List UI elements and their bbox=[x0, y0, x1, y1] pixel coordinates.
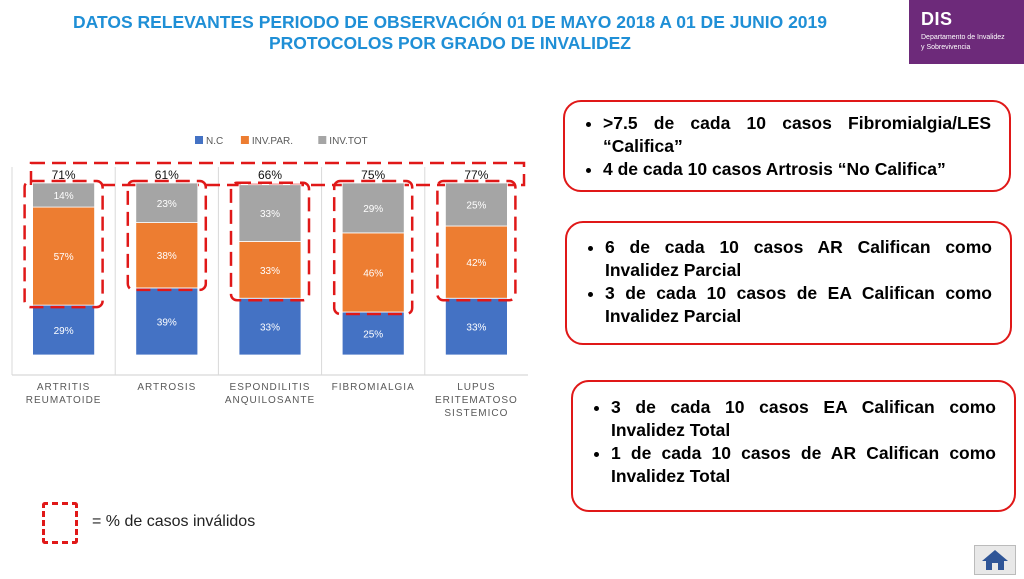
invalid-pct-0: 71% bbox=[52, 168, 76, 182]
bubble-2-item-2: 3 de cada 10 casos de EA Califican como … bbox=[605, 282, 992, 328]
insight-bubble-3: 3 de cada 10 casos EA Califican como Inv… bbox=[571, 380, 1016, 512]
category-label-3-0: FIBROMIALGIA bbox=[332, 382, 415, 393]
legend-swatch-2 bbox=[318, 136, 327, 144]
dashed-box-sample bbox=[42, 502, 78, 544]
invalid-segment-box-1 bbox=[126, 179, 208, 292]
bar-label-1-1: 38% bbox=[157, 251, 177, 262]
category-label-0-0: ARTRITIS bbox=[37, 382, 90, 393]
bar-1-3 bbox=[341, 232, 405, 313]
note-text: = % de casos inválidos bbox=[92, 513, 256, 530]
insight-bubble-1: >7.5 de cada 10 casos Fibromialgia/LES “… bbox=[563, 100, 1011, 192]
invalid-pct-3: 75% bbox=[361, 168, 385, 182]
logo-name: DIS bbox=[921, 9, 953, 29]
invalid-pct-4: 77% bbox=[464, 168, 488, 182]
category-label-4-2: SISTEMICO bbox=[444, 408, 508, 419]
invalid-cases-note: = % de casos inválidos bbox=[42, 502, 342, 544]
invalid-segment-box-2 bbox=[229, 181, 311, 302]
insight-bubble-2: 6 de cada 10 casos AR Califican como Inv… bbox=[565, 221, 1012, 345]
page-title: DATOS RELEVANTES PERIODO DE OBSERVACIÓN … bbox=[0, 12, 900, 54]
bubble-1-item-2: 4 de cada 10 casos Artrosis “No Califica… bbox=[603, 158, 991, 181]
legend-label-1: INV.PAR. bbox=[252, 136, 293, 147]
invalid-segment-box-3 bbox=[332, 179, 414, 316]
bar-label-2-4: 25% bbox=[466, 201, 486, 212]
bar-0-0 bbox=[32, 304, 95, 356]
bar-label-2-3: 29% bbox=[363, 204, 383, 215]
legend-swatch-1 bbox=[240, 136, 249, 144]
bar-0-1 bbox=[135, 287, 199, 356]
invalid-segment-box-4 bbox=[436, 179, 517, 302]
category-label-1-0: ARTROSIS bbox=[137, 382, 196, 393]
bubble-3-item-2: 1 de cada 10 casos de AR Califican como … bbox=[611, 442, 996, 488]
logo-subtitle: Departamento de Invalidez y Sobrevivenci… bbox=[921, 33, 1005, 53]
category-label-0-1: REUMATOIDE bbox=[26, 395, 102, 406]
bubble-2-item-1: 6 de cada 10 casos AR Califican como Inv… bbox=[605, 236, 992, 282]
bar-label-2-0: 14% bbox=[54, 191, 74, 202]
bar-label-1-4: 42% bbox=[466, 258, 486, 269]
invalid-pct-1: 61% bbox=[155, 168, 179, 182]
legend-swatch-0 bbox=[195, 136, 203, 144]
bar-label-0-3: 25% bbox=[363, 330, 383, 341]
logo-subtitle-line-2: y Sobrevivencia bbox=[921, 44, 971, 51]
bubble-3-item-1: 3 de cada 10 casos EA Califican como Inv… bbox=[611, 396, 996, 442]
bar-1-4 bbox=[444, 225, 508, 299]
bar-2-4 bbox=[444, 182, 508, 227]
logo-subtitle-line-1: Departamento de Invalidez bbox=[921, 34, 1005, 41]
bar-label-2-1: 23% bbox=[157, 199, 177, 210]
category-label-2-1: ANQUILOSANTE bbox=[225, 395, 315, 406]
title-line-2: PROTOCOLOS POR GRADO DE INVALIDEZ bbox=[268, 33, 631, 53]
bubble-1-item-1: >7.5 de cada 10 casos Fibromialgia/LES “… bbox=[603, 112, 991, 158]
title-line-1: DATOS RELEVANTES PERIODO DE OBSERVACIÓN … bbox=[72, 12, 828, 32]
bar-2-1 bbox=[135, 182, 199, 223]
legend-label-2: INV.TOT bbox=[329, 136, 367, 147]
invalid-pct-2: 66% bbox=[258, 168, 282, 182]
bar-2-2 bbox=[238, 184, 302, 242]
bar-1-0 bbox=[32, 206, 95, 306]
bar-0-3 bbox=[341, 311, 405, 356]
invalid-segment-box-0 bbox=[23, 179, 104, 309]
legend-label-0: N.C bbox=[206, 136, 223, 147]
category-label-4-0: LUPUS bbox=[457, 382, 495, 393]
bar-label-1-2: 33% bbox=[260, 266, 280, 277]
bar-0-4 bbox=[444, 297, 508, 356]
bar-label-2-2: 33% bbox=[260, 209, 280, 220]
bar-1-2 bbox=[238, 241, 302, 299]
bar-2-0 bbox=[32, 182, 95, 208]
stacked-bar-chart: N.C INV.PAR. INV.TOT 29% 57% 14% 71% ARTRITIS RE… bbox=[11, 136, 528, 419]
bar-label-0-4: 33% bbox=[466, 323, 486, 334]
bar-1-1 bbox=[135, 222, 199, 289]
bar-label-1-3: 46% bbox=[363, 268, 383, 279]
home-icon bbox=[982, 550, 1008, 570]
bar-label-1-0: 57% bbox=[54, 252, 74, 263]
bar-label-0-0: 29% bbox=[54, 326, 74, 337]
bar-label-0-1: 39% bbox=[157, 317, 177, 328]
home-button[interactable] bbox=[974, 545, 1016, 575]
bar-2-3 bbox=[341, 182, 405, 234]
bar-label-0-2: 33% bbox=[260, 323, 280, 334]
dis-logo: DIS Departamento de Invalidez y Sobreviv… bbox=[909, 0, 1024, 64]
category-label-4-1: ERITEMATOSO bbox=[435, 395, 518, 406]
category-label-2-0: ESPONDILITIS bbox=[230, 382, 311, 393]
